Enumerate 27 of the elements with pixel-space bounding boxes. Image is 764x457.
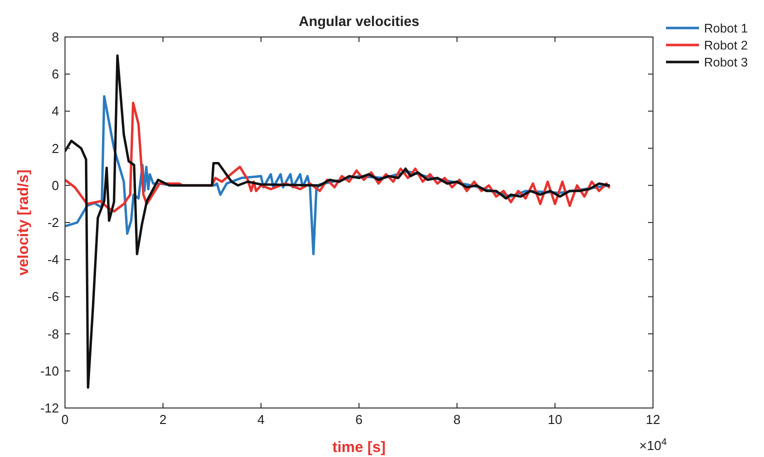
- y-tick-label: -8: [47, 326, 59, 342]
- x-tick-label: 2: [159, 412, 167, 427]
- y-tick-label: 0: [52, 178, 59, 193]
- line-series: [65, 102, 610, 213]
- y-axis-title: velocity [rad/s]: [15, 170, 32, 276]
- y-tick-label: 6: [52, 66, 59, 82]
- x-tick-label: 10: [548, 412, 562, 427]
- y-tick-label: -10: [40, 363, 59, 378]
- x-axis-title: time [s]: [332, 439, 386, 456]
- y-tick-label: -2: [47, 215, 59, 230]
- chart-title: Angular velocities: [298, 13, 420, 29]
- legend-label: Robot 2: [704, 38, 748, 52]
- x-tick-label: 12: [646, 412, 660, 427]
- legend-label: Robot 3: [704, 56, 748, 70]
- text: ×10$^{4}$: [639, 436, 668, 453]
- y-tick-label: 8: [52, 30, 59, 44]
- y-tick-label: 2: [52, 140, 59, 156]
- y-tick-label: -12: [40, 400, 59, 416]
- x-tick-label: 6: [355, 412, 363, 427]
- y-tick-label: -6: [47, 289, 59, 304]
- x-tick-label: 8: [453, 412, 461, 427]
- line-series: [65, 54, 610, 389]
- y-tick-label: -4: [47, 252, 59, 268]
- x-tick-label: 0: [61, 412, 69, 427]
- y-tick-label: 4: [52, 104, 59, 119]
- legend-label: Robot 1: [704, 22, 748, 36]
- x-tick-label: 4: [257, 412, 265, 427]
